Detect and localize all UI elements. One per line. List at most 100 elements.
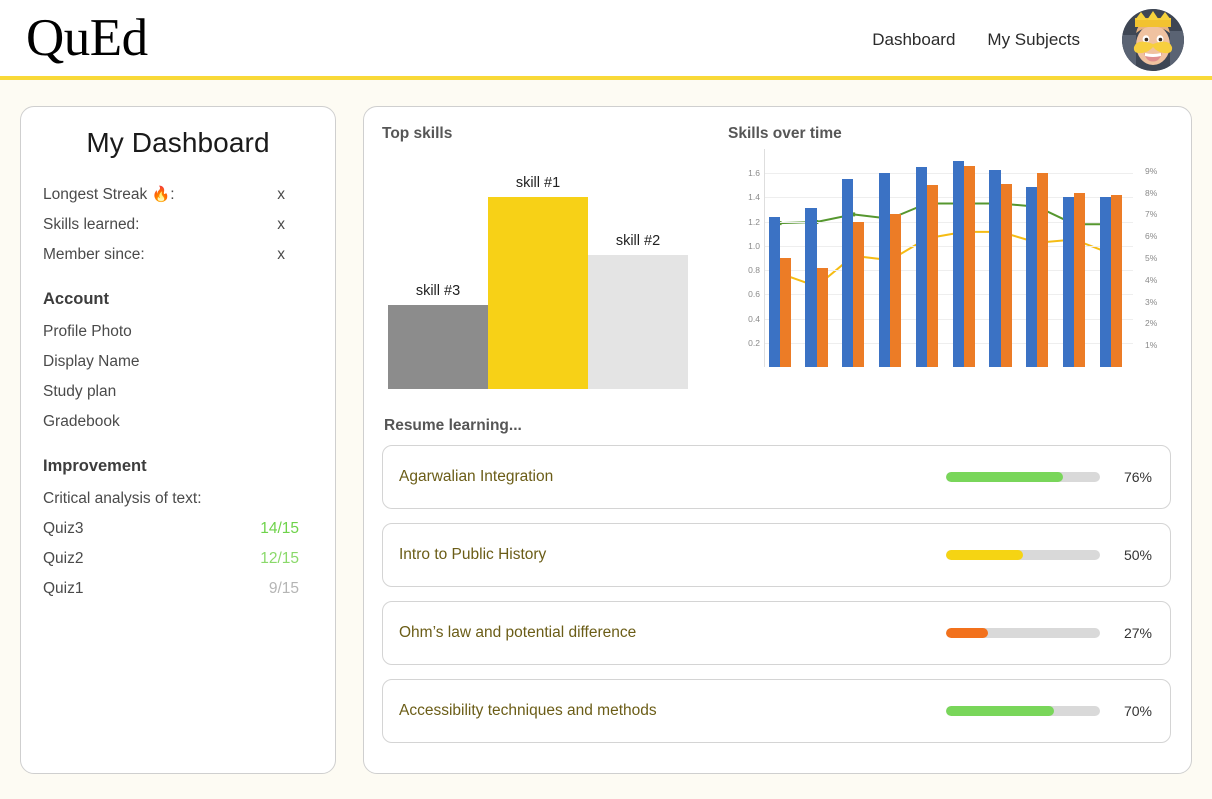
line-yellow-line bbox=[780, 232, 1111, 287]
y-tick-right: 9% bbox=[1145, 165, 1158, 176]
course-row[interactable]: Ohm’s law and potential difference 27% bbox=[382, 601, 1171, 665]
left-y-axis: 1.6 1.4 1.2 1.0 0.8 0.6 0.4 0.2 bbox=[728, 149, 760, 367]
bar-blue-bars bbox=[805, 208, 817, 367]
y-tick-right: 3% bbox=[1145, 296, 1158, 307]
gridline bbox=[765, 270, 1133, 272]
gridline bbox=[765, 221, 1133, 223]
progress-bar-fill bbox=[946, 472, 1064, 482]
bar-label: skill #1 bbox=[515, 175, 561, 191]
stat-skills-learned: Skills learned: x bbox=[43, 216, 313, 234]
bar-blue-bars bbox=[1099, 197, 1111, 367]
main-navigation: Dashboard My Subjects bbox=[870, 9, 1184, 71]
bar-orange-bars bbox=[1074, 192, 1086, 367]
progress-percent-label: 76% bbox=[1123, 469, 1152, 485]
y-tick-left: 0.8 bbox=[748, 265, 760, 276]
skills-over-time-chart: 1.6 1.4 1.2 1.0 0.8 0.6 0.4 0.2 9% 8% 7% 6% 5% 4% 3% 2… bbox=[728, 149, 1171, 395]
progress-bar-fill bbox=[946, 628, 988, 638]
quiz-label: Quiz2 bbox=[43, 550, 84, 567]
sidebar-heading-improvement: Improvement bbox=[43, 457, 147, 475]
y-tick-right: 2% bbox=[1145, 318, 1158, 329]
stat-longest-streak: Longest Streak 🔥: x bbox=[43, 185, 313, 204]
stat-skills-learned-value: x bbox=[277, 216, 285, 233]
gridline bbox=[765, 294, 1133, 296]
progress-percent-label: 70% bbox=[1123, 703, 1152, 719]
y-tick-right: 6% bbox=[1145, 231, 1158, 242]
progress-bar bbox=[946, 472, 1100, 482]
bar-blue-bars bbox=[915, 167, 927, 367]
course-row[interactable]: Intro to Public History 50% bbox=[382, 523, 1171, 587]
stat-skills-learned-label: Skills learned: bbox=[43, 216, 140, 233]
course-name: Agarwalian Integration bbox=[399, 468, 554, 485]
sidebar-item-profile-photo[interactable]: Profile Photo bbox=[43, 323, 132, 340]
bar-orange-bars bbox=[779, 258, 791, 367]
course-row[interactable]: Agarwalian Integration 76% bbox=[382, 445, 1171, 509]
y-tick-left: 1.0 bbox=[748, 240, 760, 251]
page-body: My Dashboard Longest Streak 🔥: x Skills … bbox=[0, 80, 1212, 799]
avatar-image bbox=[1122, 9, 1184, 71]
progress-bar bbox=[946, 550, 1100, 560]
bar-label: skill #2 bbox=[615, 232, 661, 249]
sidebar-item-study-plan[interactable]: Study plan bbox=[43, 383, 117, 400]
progress-bar-fill bbox=[946, 706, 1054, 716]
y-tick-left: 0.2 bbox=[748, 337, 760, 348]
y-tick-left: 0.4 bbox=[748, 313, 760, 324]
bar-orange-bars bbox=[1000, 184, 1012, 367]
improvement-subject: Critical analysis of text: bbox=[43, 490, 202, 507]
app-logo: QuEd bbox=[26, 8, 148, 67]
resume-learning-title: Resume learning... bbox=[384, 417, 522, 434]
bar-skill-3 bbox=[388, 304, 488, 389]
gridline bbox=[765, 173, 1133, 175]
bar-blue-bars bbox=[1063, 197, 1075, 367]
gridline bbox=[765, 342, 1133, 344]
bar-label: skill #3 bbox=[415, 282, 461, 299]
skills-over-time-title: Skills over time bbox=[728, 125, 842, 142]
quiz-score: 14/15 bbox=[260, 520, 299, 537]
sidebar-heading-account: Account bbox=[43, 290, 109, 308]
line-marker bbox=[851, 212, 856, 217]
bar-orange-bars bbox=[1037, 173, 1049, 367]
page-title: My Dashboard bbox=[86, 127, 270, 158]
progress-bar-fill bbox=[946, 550, 1023, 560]
app-header: QuEd Dashboard My Subjects bbox=[0, 0, 1212, 80]
bar-blue-bars bbox=[989, 169, 1001, 367]
charts-row: Top skills skill #3 skill #1 skill #2 Skil… bbox=[382, 125, 1171, 403]
y-tick-left: 1.4 bbox=[748, 192, 760, 203]
progress-percent-label: 50% bbox=[1123, 547, 1152, 563]
plot-area bbox=[764, 149, 1133, 367]
y-tick-right: 8% bbox=[1145, 187, 1158, 198]
stat-member-since-value: x bbox=[277, 246, 285, 263]
bar-blue-bars bbox=[1026, 186, 1038, 367]
line-green-line bbox=[780, 204, 1111, 225]
y-tick-left: 0.6 bbox=[748, 289, 760, 300]
stat-longest-streak-label: Longest Streak 🔥: bbox=[43, 186, 175, 203]
sidebar-item-display-name[interactable]: Display Name bbox=[43, 353, 140, 370]
y-tick-right: 4% bbox=[1145, 274, 1158, 285]
top-skills-chart-block: Top skills skill #3 skill #1 skill #2 bbox=[382, 125, 714, 403]
quiz-row: Quiz1 9/15 bbox=[43, 580, 313, 598]
bar-skill-1 bbox=[488, 197, 588, 389]
flame-icon: 🔥 bbox=[151, 186, 171, 203]
course-row[interactable]: Accessibility techniques and methods 70% bbox=[382, 679, 1171, 743]
stat-member-since: Member since: x bbox=[43, 246, 313, 264]
bar-blue-bars bbox=[768, 216, 780, 367]
sidebar-item-gradebook[interactable]: Gradebook bbox=[43, 413, 120, 430]
y-tick-right: 7% bbox=[1145, 209, 1158, 220]
y-tick-left: 1.6 bbox=[748, 168, 760, 179]
stat-member-since-label: Member since: bbox=[43, 246, 145, 263]
main-panel: Top skills skill #3 skill #1 skill #2 Skil… bbox=[363, 106, 1192, 774]
y-tick-right: 1% bbox=[1145, 340, 1158, 351]
gridline bbox=[765, 318, 1133, 320]
y-tick-right: 5% bbox=[1145, 253, 1158, 263]
bar-skill-2 bbox=[588, 254, 688, 389]
quiz-row: Quiz2 12/15 bbox=[43, 550, 313, 568]
progress-bar bbox=[946, 706, 1100, 716]
top-skills-title: Top skills bbox=[382, 125, 453, 142]
nav-link-dashboard[interactable]: Dashboard bbox=[872, 30, 956, 49]
avatar[interactable] bbox=[1122, 9, 1184, 71]
bar-blue-bars bbox=[879, 173, 891, 367]
bar-blue-bars bbox=[952, 161, 964, 367]
nav-link-my-subjects[interactable]: My Subjects bbox=[987, 30, 1080, 49]
bar-blue-bars bbox=[842, 179, 854, 367]
skills-over-time-chart-block: Skills over time 1.6 1.4 1.2 1.0 0.8 0.6 0.4 0.… bbox=[714, 125, 1171, 403]
course-name: Accessibility techniques and methods bbox=[399, 702, 657, 719]
